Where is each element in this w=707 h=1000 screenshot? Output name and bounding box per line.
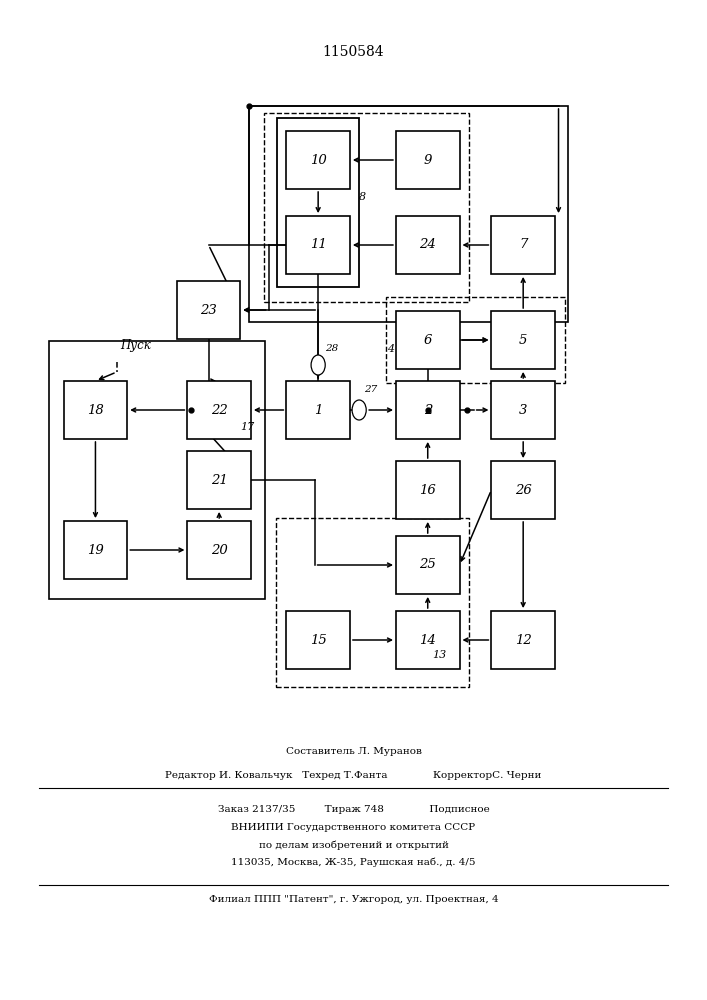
Bar bbox=[49, 341, 265, 599]
Text: 23: 23 bbox=[200, 304, 217, 316]
Text: 26: 26 bbox=[515, 484, 532, 496]
Text: 14: 14 bbox=[419, 634, 436, 647]
Bar bbox=[491, 611, 555, 669]
Text: 21: 21 bbox=[211, 474, 228, 487]
Bar bbox=[286, 216, 350, 274]
Bar bbox=[396, 461, 460, 519]
Bar bbox=[396, 311, 460, 369]
Text: 4: 4 bbox=[387, 344, 395, 354]
Bar bbox=[264, 113, 469, 302]
Bar bbox=[277, 118, 359, 287]
Bar bbox=[396, 536, 460, 594]
Text: 6: 6 bbox=[423, 334, 432, 347]
Text: 20: 20 bbox=[211, 544, 228, 556]
Bar bbox=[396, 216, 460, 274]
Text: 28: 28 bbox=[325, 344, 339, 353]
Circle shape bbox=[352, 400, 366, 420]
Bar bbox=[64, 381, 127, 439]
Bar bbox=[286, 611, 350, 669]
Text: 11: 11 bbox=[310, 238, 327, 251]
Bar bbox=[286, 381, 350, 439]
Text: 18: 18 bbox=[87, 403, 104, 416]
Text: 17: 17 bbox=[240, 422, 255, 432]
Bar bbox=[177, 281, 240, 339]
Bar bbox=[396, 611, 460, 669]
Text: 7: 7 bbox=[519, 238, 527, 251]
Text: Составитель Л. Муранов: Составитель Л. Муранов bbox=[286, 748, 421, 756]
Bar bbox=[187, 451, 251, 509]
Text: 27: 27 bbox=[364, 385, 378, 394]
Text: 19: 19 bbox=[87, 544, 104, 556]
Text: 15: 15 bbox=[310, 634, 327, 647]
Text: 8: 8 bbox=[359, 192, 366, 202]
Text: 1: 1 bbox=[314, 403, 322, 416]
Text: 16: 16 bbox=[419, 484, 436, 496]
Bar bbox=[491, 461, 555, 519]
Text: 12: 12 bbox=[515, 634, 532, 647]
Text: 22: 22 bbox=[211, 403, 228, 416]
Text: 13: 13 bbox=[433, 650, 447, 660]
Bar bbox=[396, 381, 460, 439]
Bar bbox=[64, 521, 127, 579]
Bar bbox=[386, 297, 565, 383]
Bar bbox=[276, 518, 469, 687]
Text: Пуск: Пуск bbox=[120, 339, 151, 352]
Circle shape bbox=[311, 355, 325, 375]
Bar bbox=[187, 521, 251, 579]
Bar bbox=[286, 131, 350, 189]
Text: Редактор И. Ковальчук   Техред Т.Фанта              КорректорС. Черни: Редактор И. Ковальчук Техред Т.Фанта Кор… bbox=[165, 770, 542, 780]
Text: 1150584: 1150584 bbox=[322, 45, 385, 59]
Bar bbox=[491, 311, 555, 369]
Text: 113035, Москва, Ж-35, Раушская наб., д. 4/5: 113035, Москва, Ж-35, Раушская наб., д. … bbox=[231, 857, 476, 867]
Text: 3: 3 bbox=[519, 403, 527, 416]
Text: 2: 2 bbox=[423, 403, 432, 416]
Text: 24: 24 bbox=[419, 238, 436, 251]
Bar bbox=[249, 106, 568, 322]
Text: Заказ 2137/35         Тираж 748              Подписное: Заказ 2137/35 Тираж 748 Подписное bbox=[218, 806, 489, 814]
Bar bbox=[491, 381, 555, 439]
Bar bbox=[187, 381, 251, 439]
Text: 25: 25 bbox=[419, 558, 436, 572]
Bar bbox=[396, 131, 460, 189]
Text: Филиал ППП "Патент", г. Ужгород, ул. Проектная, 4: Филиал ППП "Патент", г. Ужгород, ул. Про… bbox=[209, 896, 498, 904]
Text: ВНИИПИ Государственного комитета СССР: ВНИИПИ Государственного комитета СССР bbox=[231, 824, 476, 832]
Text: по делам изобретений и открытий: по делам изобретений и открытий bbox=[259, 840, 448, 850]
Text: 10: 10 bbox=[310, 153, 327, 166]
Bar bbox=[491, 216, 555, 274]
Text: 9: 9 bbox=[423, 153, 432, 166]
Text: 5: 5 bbox=[519, 334, 527, 347]
